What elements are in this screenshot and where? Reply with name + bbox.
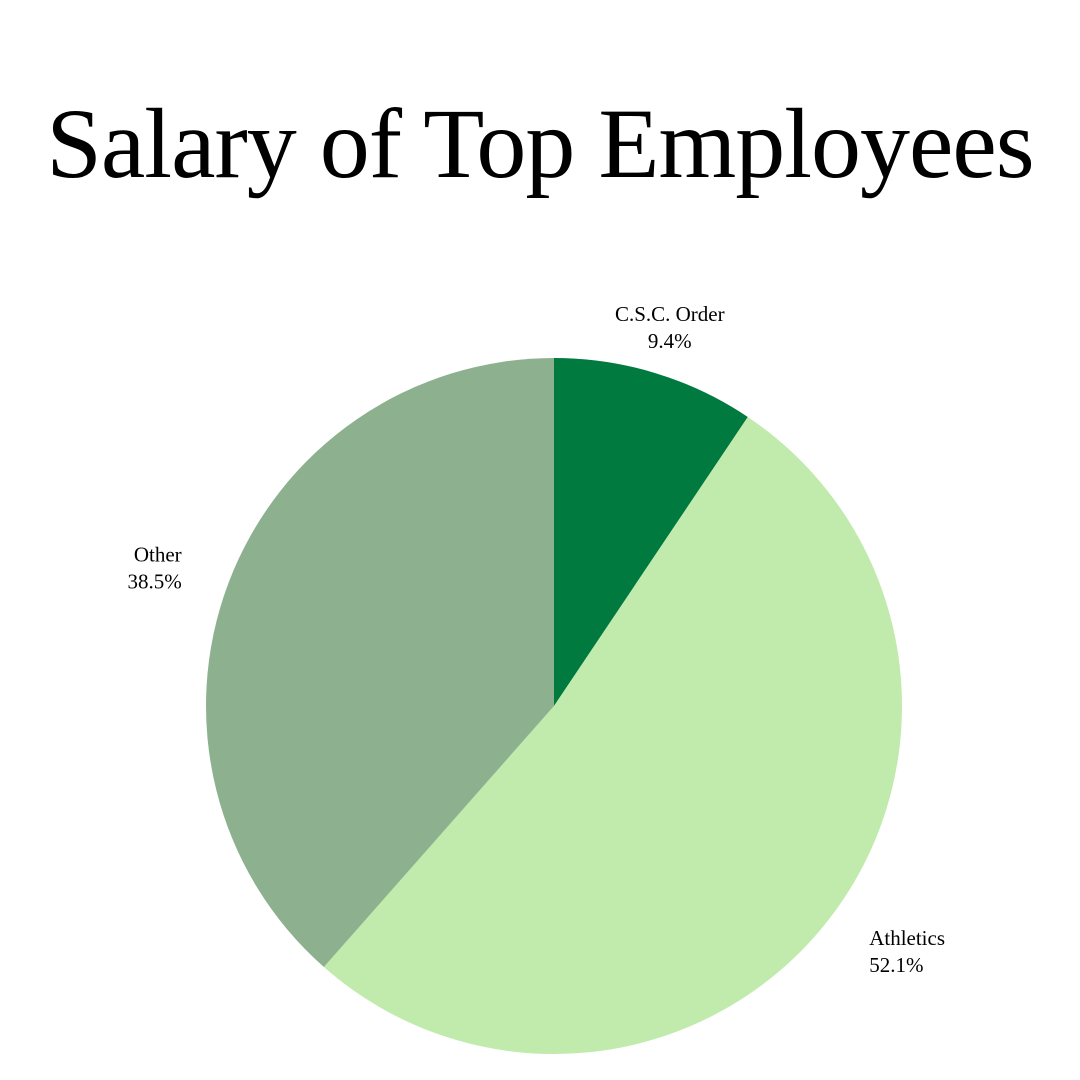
pie-slice-athletics [323,416,902,1054]
pie-slice-c-s-c-order [554,358,748,706]
pie-labels: C.S.C. Order 9.4% Athletics 52.1% Other 38.5% [127,302,945,977]
slice-label-athletics: Athletics [869,926,945,950]
chart-title: Salary of Top Employees [46,88,1034,199]
slice-label-c-s-c-order: C.S.C. Order [615,302,725,326]
slice-value-c-s-c-order: 9.4% [648,329,692,353]
pie-slices [205,358,902,1054]
slice-value-athletics: 52.1% [869,953,923,977]
slice-value-other: 38.5% [127,569,181,593]
pie-slice-other [205,358,554,968]
slice-label-other: Other [134,542,182,566]
